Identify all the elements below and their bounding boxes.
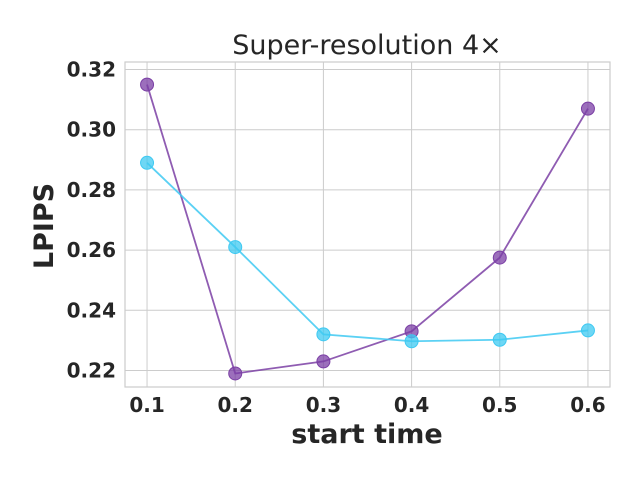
data-point <box>316 327 331 342</box>
x-tick-label: 0.1 <box>129 393 164 417</box>
x-axis-label: start time <box>291 419 442 450</box>
plot-area-frame <box>124 61 611 388</box>
series-line <box>146 162 589 343</box>
x-tick-label: 0.2 <box>218 393 253 417</box>
y-tick-label: 0.30 <box>67 118 116 142</box>
y-tick-labels: 0.22 0.24 0.26 0.28 0.30 0.32 <box>67 58 116 383</box>
x-tick-label: 0.6 <box>570 393 605 417</box>
series-group <box>140 77 595 381</box>
y-axis-label: LPIPS <box>29 183 60 269</box>
series-2 <box>140 155 595 349</box>
data-point <box>140 155 155 170</box>
data-point <box>492 332 507 347</box>
x-tick-label: 0.5 <box>482 393 517 417</box>
series-line <box>146 84 589 375</box>
data-point <box>228 366 243 381</box>
grid <box>125 62 610 387</box>
y-tick-label: 0.26 <box>67 238 116 262</box>
data-point <box>492 250 507 265</box>
data-point <box>404 334 419 349</box>
x-tick-labels: 0.1 0.2 0.3 0.4 0.5 0.6 <box>129 393 605 417</box>
y-tick-label: 0.22 <box>67 358 116 382</box>
chart-title: Super-resolution 4× <box>232 30 502 61</box>
y-tick-label: 0.28 <box>67 178 116 202</box>
data-point <box>140 77 155 92</box>
data-point <box>580 101 595 116</box>
data-point <box>316 354 331 369</box>
series-1 <box>140 77 595 381</box>
data-point <box>228 240 243 255</box>
y-tick-label: 0.24 <box>67 298 116 322</box>
x-tick-label: 0.4 <box>394 393 429 417</box>
data-point <box>580 323 595 338</box>
x-tick-label: 0.3 <box>306 393 341 417</box>
y-tick-label: 0.32 <box>67 58 116 82</box>
